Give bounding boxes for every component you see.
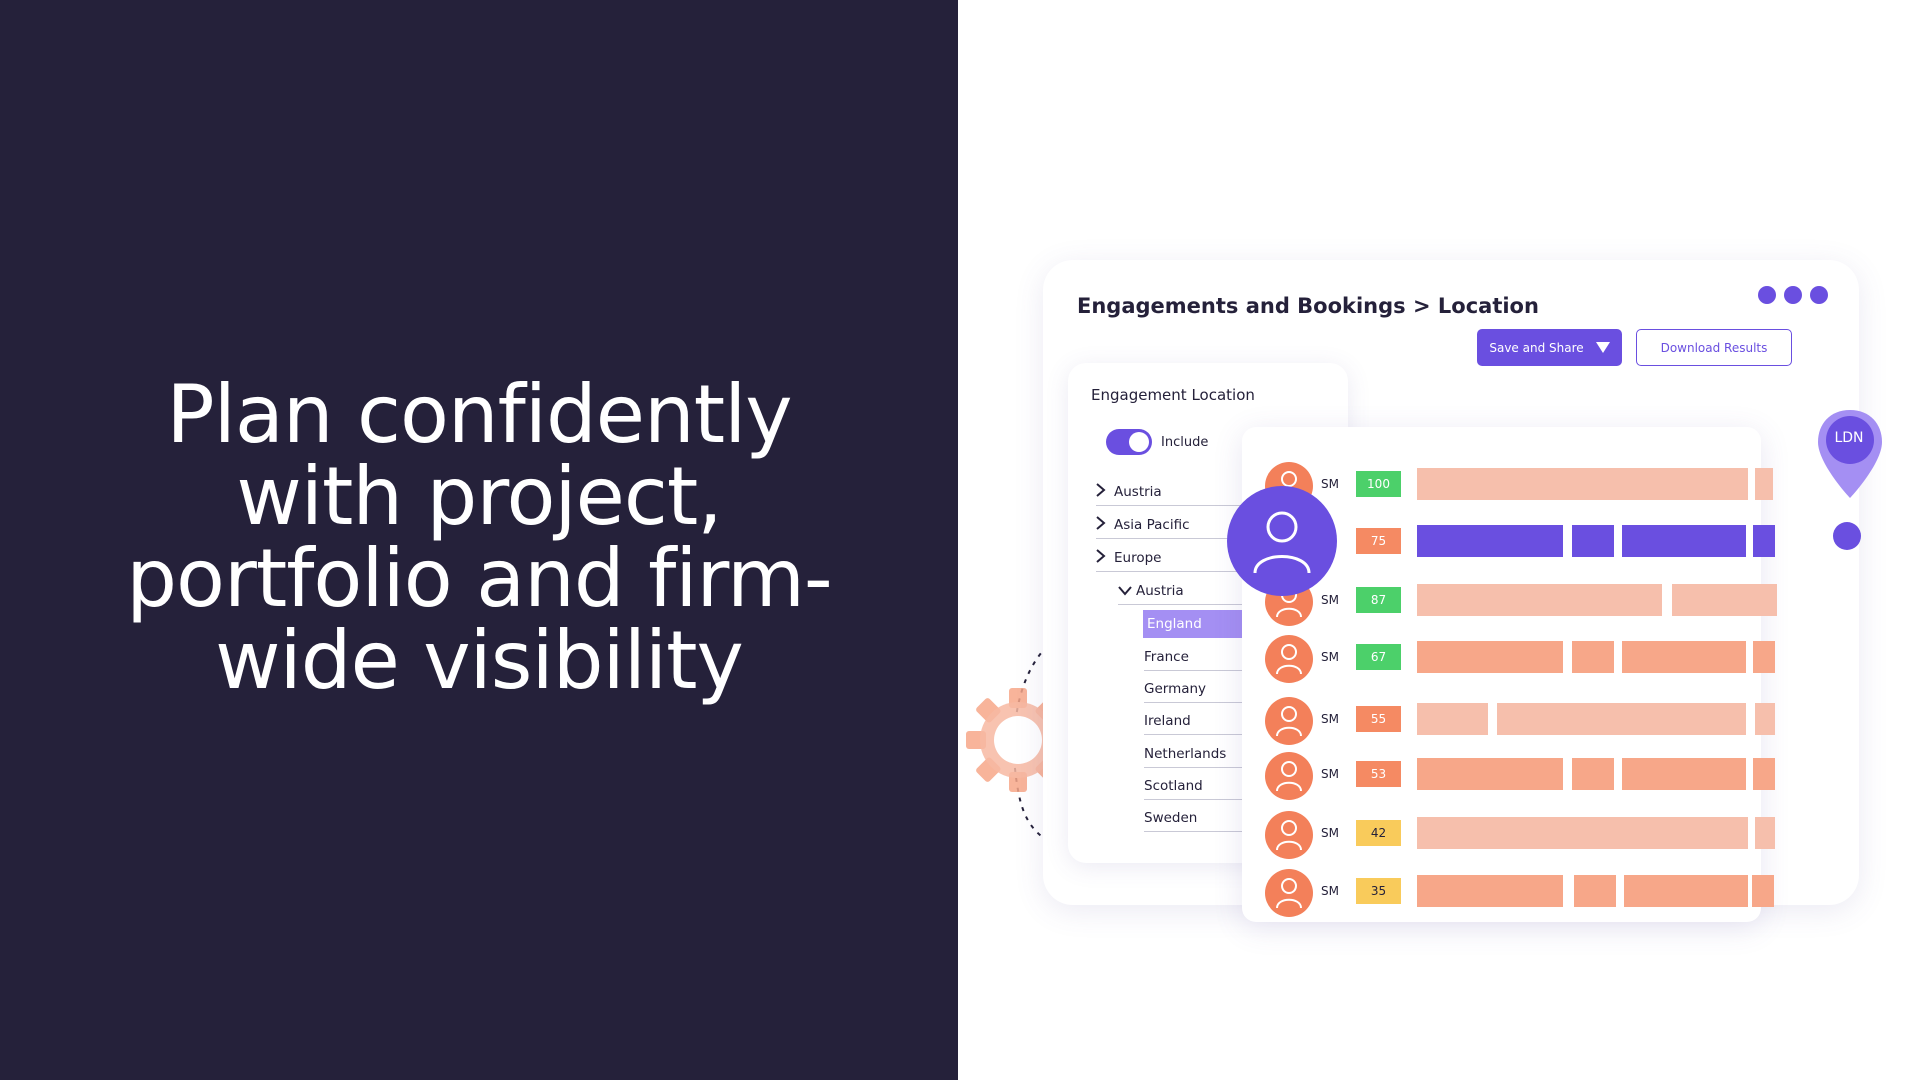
availability-bar: [1497, 703, 1746, 735]
caret-down-icon: [1595, 342, 1610, 353]
row-initials: SM: [1321, 884, 1339, 898]
more-options-icon[interactable]: [1758, 286, 1828, 304]
tree-item-label: Asia Pacific: [1114, 516, 1190, 533]
tree-item-label: Scotland: [1144, 777, 1203, 794]
availability-bar: [1417, 584, 1662, 616]
availability-bar: [1417, 525, 1563, 557]
availability-bar: [1417, 468, 1748, 500]
availability-bar: [1417, 817, 1748, 849]
include-toggle[interactable]: [1106, 429, 1152, 455]
row-initials: SM: [1321, 826, 1339, 840]
row-initials: SM: [1321, 593, 1339, 607]
selected-user-avatar[interactable]: [1227, 486, 1337, 596]
tree-item[interactable]: Scotland: [1144, 772, 1252, 800]
avatar: [1265, 635, 1313, 683]
row-initials: SM: [1321, 712, 1339, 726]
user-icon: [1253, 511, 1311, 574]
tree-item-label: France: [1144, 648, 1189, 665]
save-and-share-button[interactable]: Save and Share: [1477, 329, 1622, 366]
tree-item[interactable]: France: [1144, 643, 1252, 671]
availability-bar: [1572, 641, 1614, 673]
availability-bar: [1755, 468, 1773, 500]
filter-title: Engagement Location: [1091, 386, 1255, 404]
availability-bar: [1755, 817, 1775, 849]
tree-item[interactable]: Netherlands: [1144, 740, 1252, 768]
tree-item-label: Netherlands: [1144, 745, 1227, 762]
tree-item-label: Austria: [1136, 582, 1184, 599]
chevron-down-icon[interactable]: [1118, 582, 1136, 600]
hero-panel: Plan confidently with project, portfolio…: [0, 0, 958, 1080]
score-badge: 55: [1356, 706, 1401, 732]
availability-bar: [1572, 525, 1614, 557]
user-icon: [1276, 644, 1302, 675]
availability-bar: [1572, 758, 1614, 790]
user-icon: [1276, 706, 1302, 737]
save-and-share-label: Save and Share: [1489, 340, 1584, 355]
tree-item[interactable]: Sweden: [1144, 804, 1252, 832]
availability-bar: [1622, 525, 1746, 557]
score-badge: 35: [1356, 878, 1401, 904]
availability-bar: [1752, 875, 1774, 907]
availability-bar: [1672, 584, 1777, 616]
availability-bar: [1753, 525, 1775, 557]
availability-bar: [1574, 875, 1616, 907]
score-badge: 75: [1356, 528, 1401, 554]
tree-item[interactable]: Austria: [1096, 478, 1252, 506]
score-badge: 100: [1356, 471, 1401, 497]
tree-item-label: Germany: [1144, 680, 1207, 697]
chevron-right-icon[interactable]: [1096, 482, 1114, 501]
score-badge: 87: [1356, 587, 1401, 613]
tree-item-label: Sweden: [1144, 809, 1198, 826]
tree-item[interactable]: Asia Pacific: [1096, 511, 1252, 539]
toggle-knob: [1129, 432, 1149, 452]
chevron-right-icon[interactable]: [1096, 548, 1114, 567]
availability-bar: [1755, 703, 1775, 735]
avatar: [1265, 697, 1313, 745]
row-initials: SM: [1321, 650, 1339, 664]
availability-bar: [1417, 703, 1488, 735]
user-icon: [1276, 761, 1302, 792]
map-pin-dot: [1833, 522, 1861, 550]
row-initials: SM: [1321, 477, 1339, 491]
map-pin-icon: [1818, 410, 1882, 498]
avatar: [1265, 811, 1313, 859]
download-results-button[interactable]: Download Results: [1636, 329, 1792, 366]
tree-item[interactable]: Europe: [1096, 544, 1252, 572]
chevron-right-icon[interactable]: [1096, 515, 1114, 534]
avatar: [1265, 752, 1313, 800]
tree-item[interactable]: Germany: [1144, 675, 1252, 703]
user-icon: [1276, 820, 1302, 851]
tree-item[interactable]: Ireland: [1144, 707, 1252, 735]
availability-bar: [1622, 641, 1746, 673]
tree-item[interactable]: Austria: [1118, 577, 1252, 605]
avatar: [1265, 869, 1313, 917]
score-badge: 67: [1356, 644, 1401, 670]
headline: Plan confidently with project, portfolio…: [126, 367, 833, 707]
tree-item-label: Ireland: [1144, 712, 1191, 729]
availability-bar: [1624, 875, 1748, 907]
score-badge: 42: [1356, 820, 1401, 846]
user-icon: [1276, 878, 1302, 909]
availability-bar: [1417, 875, 1563, 907]
tree-item-label: England: [1147, 616, 1202, 632]
row-initials: SM: [1321, 767, 1339, 781]
availability-bar: [1753, 641, 1775, 673]
include-toggle-label: Include: [1161, 435, 1209, 450]
map-pin-label: LDN: [1834, 430, 1864, 446]
availability-bar: [1753, 758, 1775, 790]
availability-bar: [1417, 758, 1563, 790]
availability-bar: [1417, 641, 1563, 673]
page-title: Engagements and Bookings > Location: [1077, 294, 1539, 318]
tree-item[interactable]: England: [1143, 610, 1252, 638]
tree-item-label: Europe: [1114, 549, 1162, 566]
score-badge: 53: [1356, 761, 1401, 787]
availability-bar: [1622, 758, 1746, 790]
tree-item-label: Austria: [1114, 483, 1162, 500]
